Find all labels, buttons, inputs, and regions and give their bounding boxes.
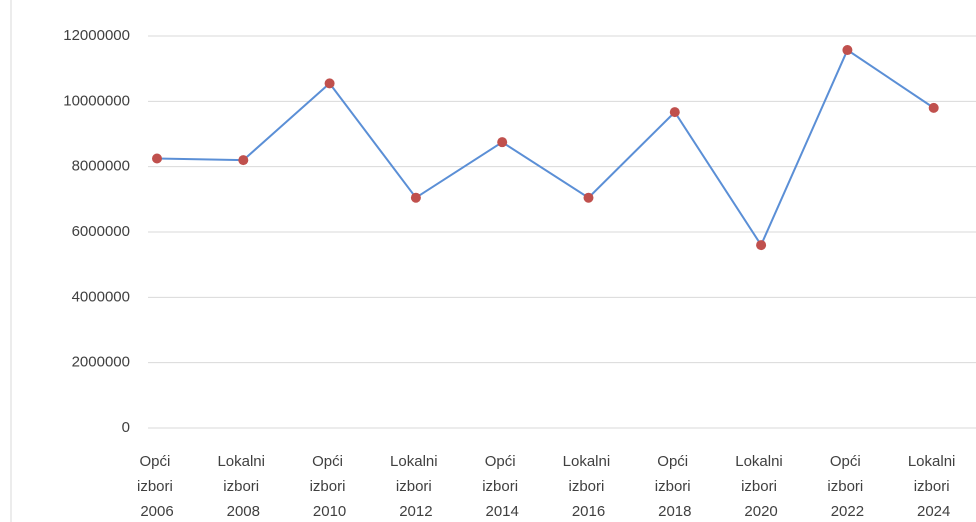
line	[156, 48, 935, 248]
x-tick-label: Opći izbori 2022	[827, 453, 867, 520]
marker	[152, 153, 162, 164]
y-tick-label: 8000000	[72, 158, 130, 175]
x-tick-label: Lokalni izbori 2008	[217, 453, 269, 520]
x-tick-label: Lokalni izbori 2012	[390, 453, 442, 520]
x-tick-label: Opći izbori 2014	[482, 453, 522, 520]
x-tick-label: Opći izbori 2018	[655, 453, 695, 520]
marker	[669, 107, 680, 118]
x-tick-label: Opći izbori 2006	[137, 453, 177, 520]
marker	[756, 240, 767, 251]
marker	[238, 155, 249, 166]
marker	[583, 192, 594, 203]
y-tick-label: 4000000	[72, 288, 130, 305]
x-tick-label: Opći izbori 2010	[310, 453, 350, 520]
y-tick-label: 6000000	[72, 223, 130, 240]
y-tick-label: 2000000	[72, 354, 130, 371]
y-tick-label: 12000000	[63, 27, 130, 44]
x-tick-label: Lokalni izbori 2020	[735, 453, 787, 520]
marker	[497, 137, 508, 148]
marker	[410, 192, 421, 203]
x-tick-label: Lokalni izbori 2024	[908, 453, 960, 520]
y-tick-label: 0	[122, 419, 130, 436]
marker	[324, 78, 335, 89]
x-tick-label: Lokalni izbori 2016	[563, 453, 615, 520]
marker	[928, 102, 939, 113]
marker	[842, 45, 853, 56]
y-tick-label: 10000000	[63, 92, 130, 109]
